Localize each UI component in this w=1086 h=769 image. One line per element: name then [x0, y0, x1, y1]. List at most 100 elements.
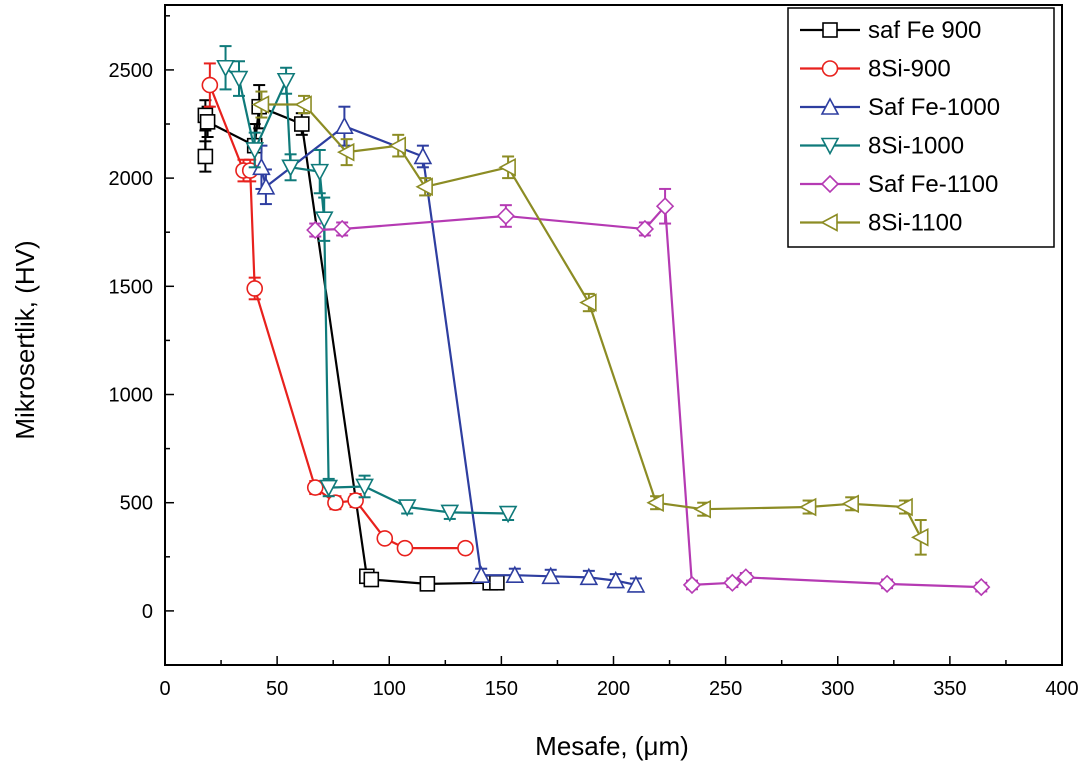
plot-area: 0 50 100 150 200 250 300 350 400 0 500 1000 1500 2000…: [109, 4, 1079, 700]
data-point: [682, 575, 702, 595]
data-point: [336, 142, 355, 162]
data-point: [419, 576, 436, 592]
legend-label: 8Si-900: [868, 56, 951, 83]
data-point: [693, 499, 712, 519]
legend: saf Fe 900 8Si-900 Saf Fe-1000 8Si-1000 Saf …: [787, 7, 1055, 248]
data-point: [798, 497, 817, 517]
data-point: [246, 280, 263, 297]
x-tick-label: 100: [373, 678, 406, 700]
legend-marker: [820, 213, 838, 232]
data-point: [626, 575, 646, 593]
data-point: [505, 565, 525, 583]
series-6: [251, 90, 929, 556]
data-point: [489, 574, 505, 591]
data-point: [972, 577, 991, 597]
series-line: [208, 84, 466, 550]
data-point: [440, 504, 460, 523]
series-line: [315, 205, 982, 589]
x-tick-label: 50: [266, 678, 288, 700]
legend-label: Saf Fe-1100: [868, 171, 998, 198]
data-point: [415, 177, 433, 197]
data-point: [911, 527, 929, 547]
data-point: [471, 565, 491, 583]
legend-box: [787, 7, 1055, 248]
data-point: [333, 219, 352, 239]
data-point: [310, 163, 330, 182]
legend-item: Saf Fe-1000: [800, 94, 1000, 121]
legend-item: 8Si-900: [800, 56, 951, 83]
data-point: [646, 493, 664, 513]
data-point: [306, 220, 325, 240]
x-tick-label: 150: [485, 678, 518, 700]
legend-item: Saf Fe-1100: [800, 171, 998, 198]
data-point: [314, 211, 334, 229]
x-tick-label: 250: [709, 678, 742, 700]
data-point: [319, 479, 339, 498]
data-point: [199, 114, 216, 130]
series-line: [224, 66, 509, 515]
data-point: [363, 571, 380, 588]
legend-item: 8Si-1000: [800, 133, 964, 160]
legend-marker: [821, 60, 839, 77]
data-point: [294, 95, 312, 114]
data-point: [498, 505, 518, 524]
data-point: [376, 530, 394, 547]
y-tick-label: 2500: [109, 60, 154, 82]
data-point: [541, 566, 561, 585]
data-point: [293, 116, 310, 132]
y-tick-label: 1500: [109, 276, 154, 298]
data-point: [327, 494, 344, 512]
data-point: [579, 567, 599, 586]
data-point: [347, 492, 364, 509]
data-point: [201, 76, 219, 94]
legend-label: 8Si-1000: [868, 133, 964, 160]
x-tick-label: 200: [597, 678, 630, 700]
data-point: [251, 95, 270, 114]
legend-marker: [822, 22, 838, 38]
data-point: [216, 59, 235, 78]
data-point: [457, 539, 474, 557]
x-tick-label: 300: [821, 678, 854, 700]
data-point: [197, 148, 214, 165]
data-point: [281, 159, 300, 177]
y-tick-label: 500: [120, 493, 153, 515]
data-point: [841, 494, 860, 514]
data-point: [413, 146, 433, 165]
data-point: [396, 539, 414, 557]
x-tick-label: 400: [1045, 678, 1078, 700]
data-point: [655, 197, 675, 216]
legend-marker: [820, 137, 840, 156]
data-point: [388, 136, 407, 155]
data-point: [397, 499, 417, 517]
legend-label: 8Si-1100: [868, 210, 962, 237]
data-point: [496, 206, 515, 226]
series-2: [201, 62, 474, 557]
data-point: [498, 157, 516, 177]
data-point: [306, 479, 324, 496]
data-point: [276, 72, 296, 91]
data-point: [877, 574, 897, 593]
y-axis-title: Mikrosertlik, (HV): [10, 240, 40, 439]
data-point: [335, 116, 354, 134]
x-axis-title: Mesafe, (μm): [535, 731, 689, 761]
series-3: [252, 105, 646, 593]
y-tick-label: 2000: [109, 168, 154, 190]
data-point: [606, 570, 626, 589]
series-4: [216, 45, 518, 524]
series-5: [306, 187, 991, 597]
data-point: [229, 70, 249, 89]
legend-item: 8Si-1100: [800, 210, 962, 237]
x-tick-label: 350: [933, 678, 966, 700]
legend-label: Saf Fe-1000: [868, 94, 1000, 121]
x-tick-label: 0: [159, 678, 170, 700]
data-point: [256, 177, 276, 195]
legend-item: saf Fe 900: [800, 17, 981, 44]
legend-marker: [820, 174, 840, 194]
y-tick-label: 0: [142, 601, 153, 623]
data-point: [895, 497, 913, 517]
data-point: [723, 573, 742, 592]
data-point: [736, 568, 755, 587]
y-tick-label: 1000: [109, 385, 154, 407]
legend-marker: [820, 97, 840, 115]
